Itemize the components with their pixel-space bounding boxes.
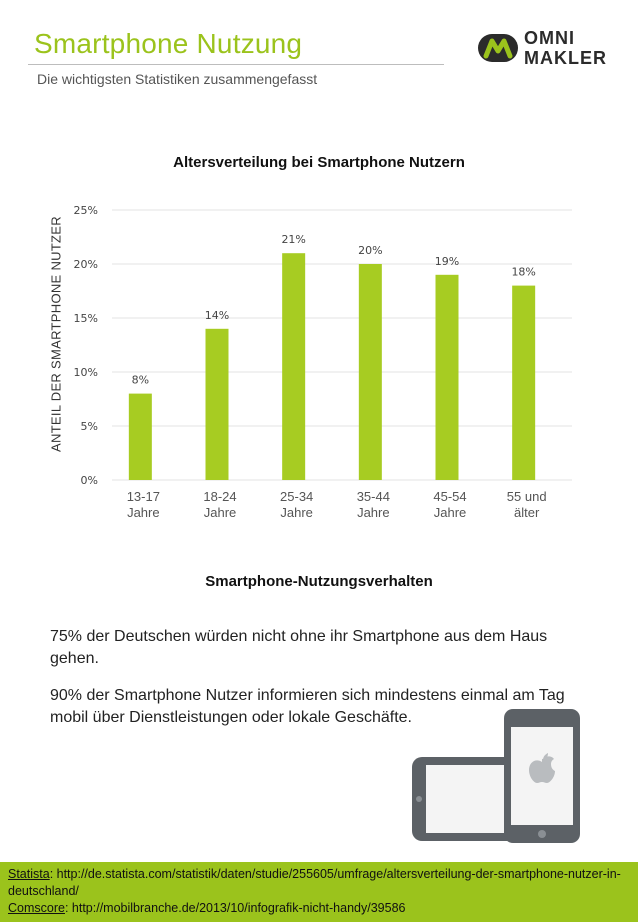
x-tick-label: Jahre [280,505,313,520]
page-title: Smartphone Nutzung [34,28,303,59]
y-tick-label: 5% [81,420,98,433]
data-label: 21% [281,233,305,246]
x-tick-label: Jahre [204,505,237,520]
x-tick-label: Jahre [127,505,160,520]
bar [205,328,229,480]
page-subtitle: Die wichtigsten Statistiken zusammengefa… [37,71,318,87]
y-tick-label: 25% [74,204,98,217]
data-label: 8% [132,374,149,387]
x-tick-label: älter [514,505,540,520]
comscore-source-url[interactable]: : http://mobilbranche.de/2013/10/infogra… [64,901,406,915]
y-tick-label: 15% [74,312,98,325]
x-tick-label: 13-17 [127,489,160,504]
x-tick-label: 45-54 [433,489,466,504]
x-tick-label: Jahre [434,505,467,520]
logo-mark-icon [478,34,518,62]
logo-line1: OMNI [524,28,575,48]
data-label: 18% [511,266,535,279]
x-tick-label: 35-44 [357,489,390,504]
y-tick-label: 20% [74,258,98,271]
x-tick-label: 18-24 [203,489,236,504]
bar [282,253,306,480]
y-tick-label: 10% [74,366,98,379]
section-title: Smartphone-Nutzungsverhalten [205,573,433,590]
y-tick-label: 0% [81,474,98,487]
smartphone-devices-icon [412,709,580,843]
x-tick-label: 55 und [507,489,547,504]
title-divider [28,64,444,65]
logo-line2: MAKLER [524,48,607,68]
bar [128,393,152,480]
chart-title: Altersverteilung bei Smartphone Nutzern [173,154,465,171]
bar [358,264,382,480]
data-label: 19% [435,255,459,268]
sources-footer: Statista: http://de.statista.com/statist… [0,862,638,922]
x-tick-label: 25-34 [280,489,313,504]
bar [435,274,459,480]
data-label: 14% [205,309,229,322]
stat-paragraph-1: 75% der Deutschen würden nicht ohne ihr … [50,628,548,667]
bar [512,285,536,480]
omnimakler-logo: OMNI MAKLER [478,28,608,68]
data-label: 20% [358,244,382,257]
stat-paragraph-2: 90% der Smartphone Nutzer informieren si… [50,687,565,726]
comscore-source-label[interactable]: Comscore [8,901,65,915]
statista-source-url[interactable]: : http://de.statista.com/statistik/daten… [8,867,621,898]
statista-source-label[interactable]: Statista [8,867,50,881]
x-tick-label: Jahre [357,505,390,520]
bar-chart: 0%5%10%15%20%25%8%13-17Jahre14%18-24Jahr… [74,204,572,520]
